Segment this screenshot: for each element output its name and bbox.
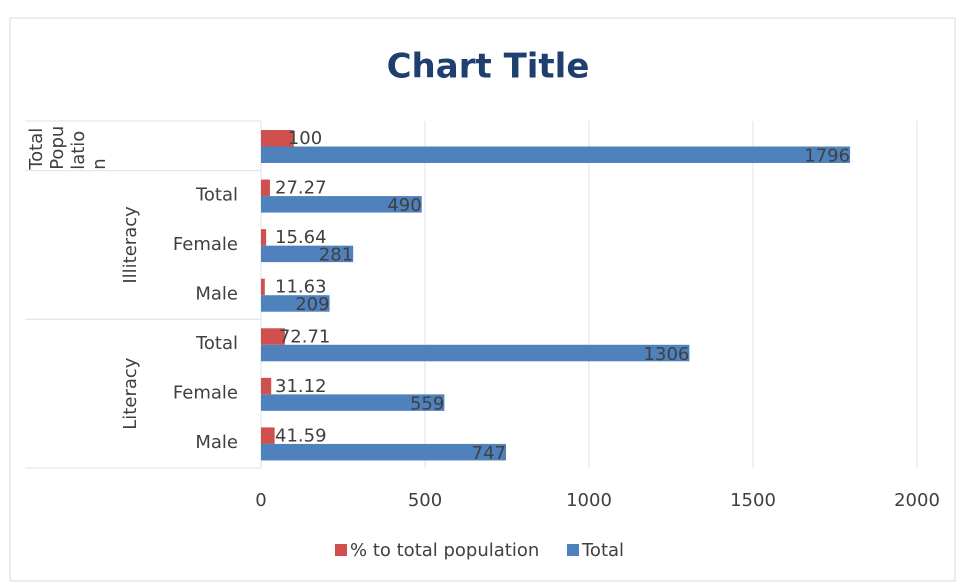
- bar: [261, 130, 294, 147]
- data-label: 27.27: [275, 178, 327, 199]
- y-tick-label: Male: [195, 284, 238, 305]
- y-tick-label: Female: [173, 383, 238, 404]
- group-label: Illiteracy: [120, 206, 141, 284]
- bar: [261, 229, 267, 246]
- group-label: Literacy: [120, 357, 141, 429]
- chart-border: [9, 17, 956, 582]
- legend-swatch: [567, 544, 579, 556]
- y-tick-label: Male: [195, 432, 238, 453]
- bar: [261, 344, 690, 362]
- bar: [261, 427, 275, 444]
- data-label: 11.63: [275, 277, 327, 298]
- bar: [261, 179, 270, 197]
- bar: [261, 394, 445, 411]
- x-tick-label: 2000: [894, 490, 940, 511]
- y-tick-label: Female: [173, 234, 238, 255]
- bar: [261, 377, 272, 395]
- x-tick-label: 0: [255, 490, 266, 511]
- x-tick-label: 500: [408, 490, 442, 511]
- bar: [261, 196, 422, 213]
- data-label: 209: [295, 294, 329, 315]
- data-label: 100: [288, 128, 322, 149]
- y-tick-label: Total: [195, 184, 238, 205]
- bar: [261, 146, 851, 163]
- data-label: 15.64: [275, 227, 327, 248]
- data-label: 747: [472, 443, 506, 464]
- bar: [261, 295, 330, 312]
- x-tick-label: 1000: [566, 490, 612, 511]
- data-label: 490: [387, 195, 421, 216]
- data-label: 31.12: [275, 376, 327, 397]
- y-tick-label: Total: [195, 333, 238, 354]
- data-label: 1306: [644, 344, 690, 365]
- data-label: 281: [319, 245, 353, 266]
- data-label: 559: [410, 393, 444, 414]
- group-label: Total Population: [25, 125, 110, 170]
- bar: [261, 443, 507, 461]
- data-label: 72.71: [279, 326, 331, 347]
- data-label: 1796: [804, 146, 850, 167]
- x-tick-label: 1500: [730, 490, 776, 511]
- legend-swatch: [335, 544, 347, 556]
- bar: [261, 278, 265, 296]
- chart-title: Chart Title: [387, 47, 590, 87]
- data-label: 41.59: [275, 425, 327, 446]
- legend-label: % to total population: [350, 540, 539, 561]
- legend-label: Total: [581, 540, 624, 561]
- bar: [261, 245, 354, 263]
- bar: [261, 328, 285, 345]
